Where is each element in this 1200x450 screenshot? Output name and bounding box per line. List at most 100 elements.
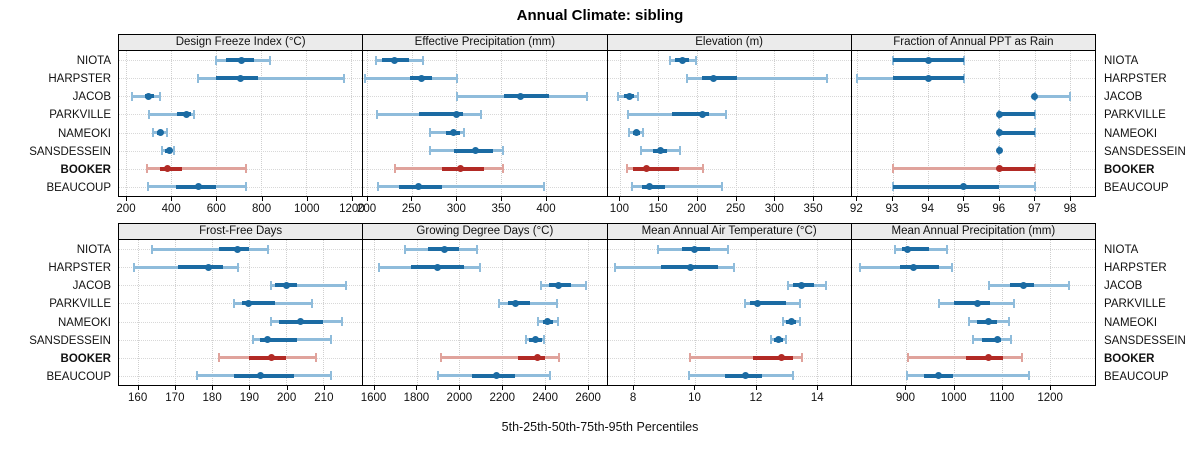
vertical-gridline [261, 51, 263, 196]
horizontal-gridline [851, 267, 1095, 269]
whisker-range-5-95 [198, 76, 345, 80]
vertical-gridline [137, 240, 139, 385]
whisker-cap [856, 73, 859, 83]
axis-tick [456, 197, 458, 201]
whisker-range-5-95 [1034, 94, 1071, 98]
axis-tick-label: 800 [251, 203, 272, 215]
whisker-cap [374, 55, 377, 65]
x-axis-growing-degree-days-c: 1600 1800 2000 2200 2400 2600 [361, 386, 607, 412]
panel-header: Effective Precipitation (mm) [363, 35, 607, 51]
horizontal-gridline [851, 285, 1095, 287]
row-labels-left: NIOTA HARPSTER JACOB PARKVILLE NAMEOKI SANSDE… [0, 223, 118, 412]
whisker-cap [972, 335, 975, 345]
median-dot [415, 183, 423, 191]
horizontal-gridline [607, 114, 851, 116]
axis-tick-label: 200 [116, 203, 136, 215]
whisker-range-5-95 [378, 185, 544, 189]
horizontal-gridline [607, 303, 851, 305]
row-label-sansdessein: SANSDESSEIN [29, 334, 111, 347]
whisker-cap [270, 280, 273, 290]
row-label-beaucoup: BEAUCOUP [46, 370, 111, 383]
iqr-bar-25-75 [892, 184, 1000, 189]
row-label-harpster: HARPSTER [1104, 73, 1167, 86]
axis-tick-label: 93 [885, 203, 899, 215]
horizontal-gridline [607, 339, 851, 341]
vertical-gridline [459, 240, 461, 385]
axis-row: 160 170 180 190 200 210 1600 1800 2000 2200 2400 26… [119, 386, 1095, 412]
whisker-cap [311, 298, 314, 308]
horizontal-gridline [363, 114, 607, 116]
axis-tick-label: 200 [277, 392, 297, 404]
row-label-beaucoup: BEAUCOUP [1104, 181, 1169, 194]
vertical-gridline [351, 51, 353, 196]
axis-tick-label: 12 [749, 392, 763, 404]
iqr-bar-25-75 [752, 355, 793, 360]
whisker-cap [245, 164, 248, 174]
axis-tick-label: 97 [1028, 203, 1041, 215]
whisker-cap [625, 164, 628, 174]
axis-tick-label: 200 [687, 203, 707, 215]
median-dot [236, 74, 244, 82]
whisker-cap [329, 335, 332, 345]
whisker-cap [1033, 164, 1036, 174]
axis-tick-label: 1000 [940, 392, 967, 404]
median-dot [471, 147, 479, 155]
vertical-gridline [892, 51, 894, 196]
whisker-cap [744, 298, 747, 308]
panel-header: Design Freeze Index (°C) [119, 35, 363, 51]
whisker-cap [555, 298, 558, 308]
axis-tick [735, 197, 737, 201]
iqr-bar-25-75 [215, 76, 258, 81]
axis-tick-label: 1100 [989, 392, 1015, 404]
whisker-cap [584, 280, 587, 290]
panel-header: Growing Degree Days (°C) [363, 224, 607, 240]
whisker-cap [429, 146, 432, 156]
whisker-cap [251, 335, 254, 345]
axis-tick-label: 900 [895, 392, 916, 404]
axis-tick [755, 386, 757, 390]
whisker-cap [476, 244, 479, 254]
horizontal-gridline [851, 78, 1095, 80]
median-dot [145, 92, 153, 100]
row-label-booker: BOOKER [1104, 352, 1155, 365]
whisker-range-5-95 [441, 356, 560, 360]
row-label-nameoki: NAMEOKI [57, 316, 111, 329]
vertical-gridline [755, 240, 757, 385]
horizontal-gridline [851, 96, 1095, 98]
median-dot [985, 354, 993, 362]
row-label-jacob: JACOB [1104, 280, 1143, 293]
iqr-bar-25-75 [260, 337, 298, 342]
axis-tick [416, 386, 418, 390]
vertical-gridline [1050, 240, 1052, 385]
row-label-nameoki: NAMEOKI [1104, 127, 1158, 140]
iqr-bar-25-75 [999, 130, 1035, 135]
whisker-cap [329, 371, 332, 381]
whisker-cap [497, 298, 500, 308]
axis-tick [1050, 386, 1052, 390]
whisker-cap [825, 280, 828, 290]
panel-mean-annual-precipitation-mm: Mean Annual Precipitation (mm) [850, 224, 1095, 385]
horizontal-gridline [119, 96, 363, 98]
panel-design-freeze-index-c: Design Freeze Index (°C) [119, 35, 363, 196]
whisker-cap [1021, 353, 1024, 363]
panels-column: Frost-Free Days Growing Degree Days (°C) M… [118, 223, 1096, 412]
horizontal-gridline [363, 285, 607, 287]
axis-tick [588, 386, 590, 390]
axis-tick-label: 250 [725, 203, 746, 215]
iqr-bar-25-75 [160, 166, 183, 171]
x-axis-frost-free-days: 160 170 180 190 200 210 [119, 386, 363, 412]
panel-growing-degree-days-c: Growing Degree Days (°C) [362, 224, 607, 385]
row-label-beaucoup: BEAUCOUP [46, 181, 111, 194]
panel-frost-free-days: Frost-Free Days [119, 224, 363, 385]
whisker-cap [195, 371, 198, 381]
median-dot [656, 147, 664, 155]
whisker-cap [537, 317, 540, 327]
whisker-cap [236, 262, 239, 272]
median-dot [798, 281, 806, 289]
whisker-cap [800, 353, 803, 363]
median-dot [1031, 92, 1039, 100]
horizontal-gridline [851, 114, 1095, 116]
panel-plot [363, 51, 607, 196]
whisker-range-5-95 [147, 167, 247, 171]
horizontal-gridline [363, 60, 607, 62]
